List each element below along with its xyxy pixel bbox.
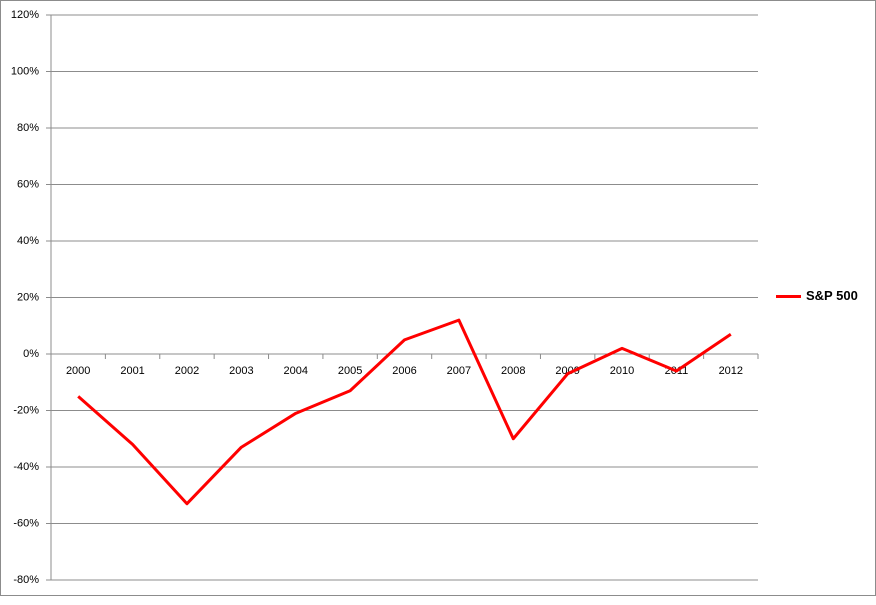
- y-tick-label: -80%: [13, 574, 39, 586]
- y-tick-label: 60%: [17, 178, 39, 190]
- x-tick-label: 2000: [66, 365, 90, 377]
- y-tick-label: -40%: [13, 461, 39, 473]
- x-tick-label: 2012: [719, 365, 743, 377]
- x-tick-label: 2008: [501, 365, 525, 377]
- y-tick-label: 80%: [17, 122, 39, 134]
- x-tick-label: 2006: [392, 365, 416, 377]
- y-tick-label: -20%: [13, 404, 39, 416]
- line-series: [77, 318, 732, 506]
- y-tick-label: 20%: [17, 291, 39, 303]
- y-tick-label: 120%: [11, 9, 39, 21]
- y-tick-label: 40%: [17, 235, 39, 247]
- x-tick-label: 2001: [120, 365, 144, 377]
- y-tick-label: -60%: [13, 517, 39, 529]
- x-tick-label: 2004: [283, 365, 307, 377]
- x-tick-label: 2010: [610, 365, 634, 377]
- y-tick-label: 100%: [11, 65, 39, 77]
- y-tick-label: 0%: [23, 348, 39, 360]
- x-tick-label: 2003: [229, 365, 253, 377]
- x-tick-label: 2009: [555, 365, 579, 377]
- x-tick-label: 2002: [175, 365, 199, 377]
- x-tick-label: 2005: [338, 365, 362, 377]
- legend-label: S&P 500: [806, 288, 858, 303]
- x-tick-label: 2007: [447, 365, 471, 377]
